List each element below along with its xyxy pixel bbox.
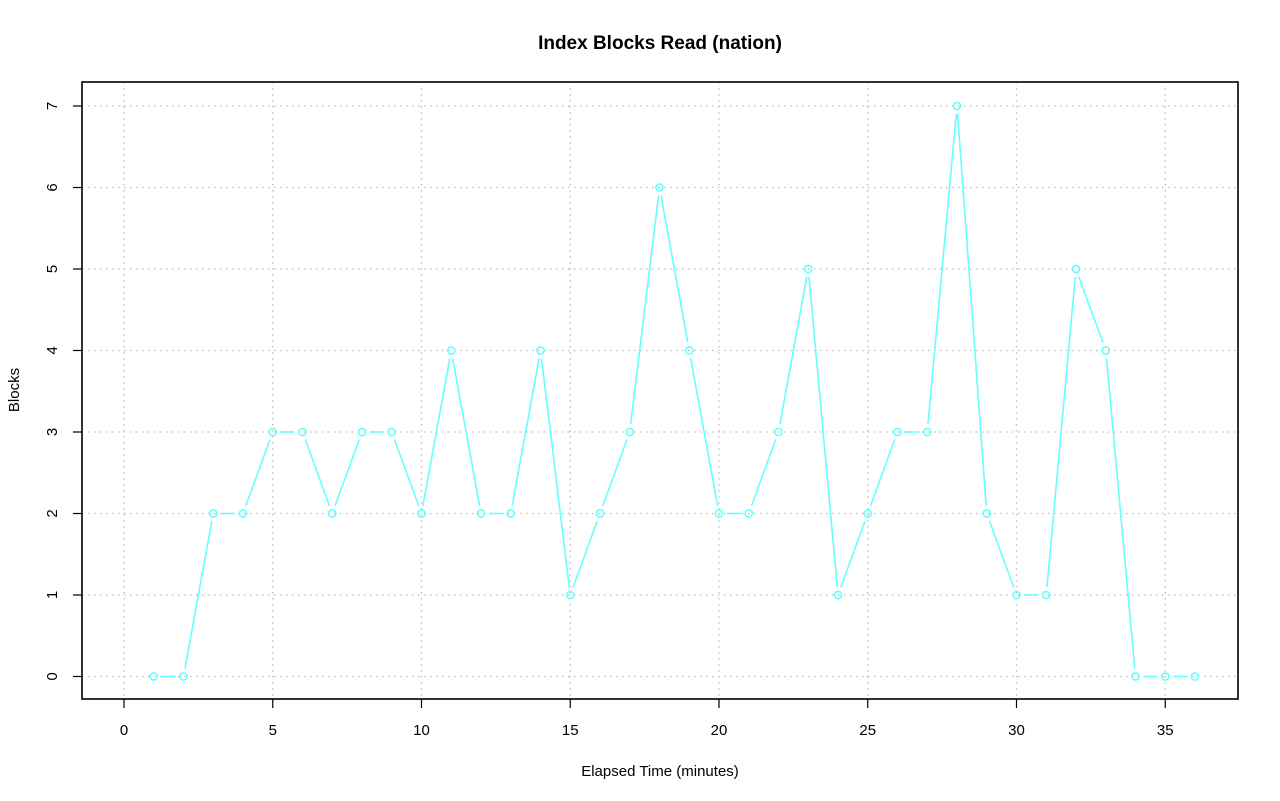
series-layer xyxy=(149,101,1200,681)
y-tick-label: 4 xyxy=(44,346,61,354)
y-axis: 0 1 2 3 4 5 6 7 xyxy=(44,102,82,681)
x-tick-label: 35 xyxy=(1157,722,1174,739)
series-line-segment xyxy=(660,195,689,343)
data-point xyxy=(655,183,664,192)
data-point xyxy=(506,509,516,518)
data-point xyxy=(417,509,426,518)
y-axis-label: Blocks xyxy=(6,368,23,412)
data-point xyxy=(893,427,902,437)
series-line-segment xyxy=(1105,358,1136,669)
series-line-segment xyxy=(988,520,1015,588)
data-point xyxy=(208,509,218,518)
series-line-segment xyxy=(304,439,331,507)
data-point xyxy=(446,346,456,355)
data-point xyxy=(298,427,307,437)
series-line-segment xyxy=(601,439,628,507)
grid xyxy=(82,82,1238,699)
y-tick-label: 2 xyxy=(44,509,61,517)
data-point xyxy=(982,509,992,518)
data-point xyxy=(387,427,397,437)
data-point xyxy=(357,427,367,437)
y-tick-label: 0 xyxy=(44,672,61,680)
series-line-segment xyxy=(1046,276,1077,588)
data-point xyxy=(744,509,754,518)
series-line-segment xyxy=(244,439,271,507)
y-tick-label: 7 xyxy=(44,102,61,110)
data-point xyxy=(1041,590,1051,600)
data-point xyxy=(476,509,486,518)
data-point xyxy=(595,509,605,518)
x-tick-label: 20 xyxy=(711,722,728,739)
data-point xyxy=(1131,672,1140,681)
series-line-segment xyxy=(689,358,719,506)
data-point xyxy=(625,427,635,437)
series-0 xyxy=(149,101,1200,681)
series-line-segment xyxy=(540,358,571,588)
data-point xyxy=(833,590,843,600)
data-point xyxy=(1101,346,1111,355)
x-axis: 0 5 10 15 20 25 30 35 xyxy=(120,699,1174,739)
series-line-segment xyxy=(422,358,451,506)
y-tick-label: 6 xyxy=(44,183,61,191)
data-point xyxy=(863,509,873,518)
data-point xyxy=(565,590,575,600)
series-line-segment xyxy=(808,276,839,588)
plot-frame xyxy=(81,81,1239,700)
x-tick-label: 5 xyxy=(269,722,277,739)
x-tick-label: 10 xyxy=(413,722,430,739)
data-point xyxy=(1160,672,1170,681)
series-line-segment xyxy=(334,439,361,507)
data-point xyxy=(684,346,694,355)
data-point xyxy=(1190,672,1200,681)
x-axis-label: Elapsed Time (minutes) xyxy=(581,763,739,780)
x-tick-label: 30 xyxy=(1008,722,1025,739)
x-tick-label: 15 xyxy=(562,722,579,739)
data-point xyxy=(952,101,962,111)
x-tick-label: 25 xyxy=(859,722,876,739)
series-line-segment xyxy=(779,276,808,425)
series-line-segment xyxy=(956,113,987,506)
series-line-segment xyxy=(393,439,420,507)
series-line-segment xyxy=(869,439,896,507)
series-line-segment xyxy=(1077,276,1104,344)
series-line-segment xyxy=(927,113,958,425)
chart-title: Index Blocks Read (nation) xyxy=(538,33,782,54)
series-line-segment xyxy=(511,358,540,506)
series-line-segment xyxy=(451,358,481,506)
series-line-segment xyxy=(839,520,866,588)
data-point xyxy=(327,509,337,518)
series-line-segment xyxy=(629,195,660,425)
series-line-segment xyxy=(184,521,213,669)
y-tick-label: 3 xyxy=(44,428,61,436)
data-point xyxy=(268,427,278,437)
x-tick-label: 0 xyxy=(120,722,128,739)
y-tick-label: 1 xyxy=(44,591,61,599)
series-line-segment xyxy=(750,439,777,507)
series-line-segment xyxy=(572,520,599,588)
data-point xyxy=(774,427,783,437)
data-point xyxy=(238,509,248,518)
data-point xyxy=(922,427,932,437)
data-point xyxy=(149,672,159,681)
y-tick-label: 5 xyxy=(44,265,61,273)
data-point xyxy=(714,509,724,518)
data-point xyxy=(179,672,188,681)
data-point xyxy=(536,346,545,355)
data-point xyxy=(1012,590,1021,600)
data-point xyxy=(1071,264,1081,274)
data-point xyxy=(803,264,813,274)
